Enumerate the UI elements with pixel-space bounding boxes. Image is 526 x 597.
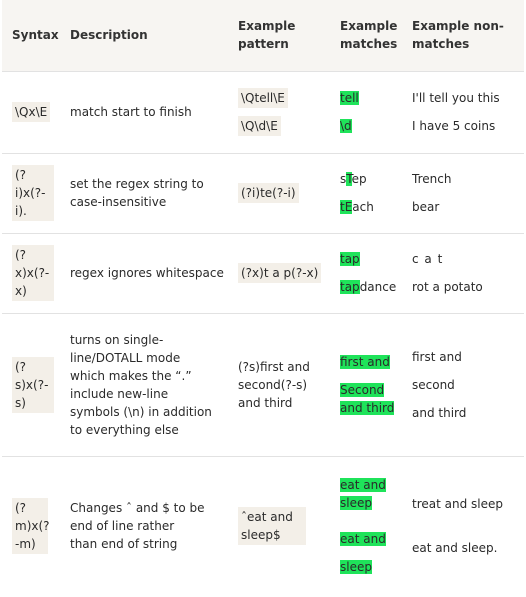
table-row: \Qx\E match start to finish \Qtell\E \Q\…: [2, 71, 524, 153]
header-description: Description: [70, 28, 148, 43]
table-row: (?s)x(?-s) turns on single-line/DOTALL m…: [2, 313, 524, 456]
description-cell: turns on single-line/DOTALL mode which m…: [70, 332, 212, 437]
pattern-cell: (?s)first and second(?-s) and third: [238, 359, 310, 410]
non-matches-cell: treat and sleep eat and sleep.: [412, 497, 503, 556]
matches-cell: tell \d: [340, 91, 359, 133]
syntax-cell: \Qx\E: [2, 71, 62, 153]
pattern-cell: (?i)te(?-i): [230, 153, 332, 233]
pattern-cell: \Qtell\E \Q\d\E: [230, 71, 332, 153]
header-example-pattern: Example pattern: [238, 19, 296, 52]
syntax-cell: (?s)x(?-s): [2, 313, 62, 456]
pattern-cell: ˆeat and sleep$: [230, 456, 332, 596]
table-header-row: Syntax Description Example pattern Examp…: [2, 0, 524, 71]
table-row: (?i)x(?-i). set the regex string to case…: [2, 153, 524, 233]
description-cell: set the regex string to case-insensitive: [70, 177, 204, 209]
syntax-cell: (?x)x(?-x): [2, 233, 62, 313]
table-row: (?x)x(?-x) regex ignores whitespace (?x)…: [2, 233, 524, 313]
header-example-non-matches: Example non-matches: [412, 19, 504, 52]
matches-cell: sTep tEach: [340, 172, 374, 214]
matches-cell: eat and sleep eat and sleep: [340, 478, 386, 575]
matches-cell: tap tapdance: [340, 252, 397, 294]
description-cell: match start to finish: [70, 105, 192, 119]
syntax-cell: (?i)x(?-i).: [2, 153, 62, 233]
non-matches-cell: I'll tell you this I have 5 coins: [412, 91, 500, 133]
matches-cell: first and Second and third: [340, 354, 395, 415]
description-cell: Changes ˆ and $ to be end of line rather…: [70, 501, 205, 552]
header-example-matches: Example matches: [340, 19, 398, 52]
non-matches-cell: Trench bear: [412, 172, 452, 214]
non-matches-cell: first and second and third: [412, 349, 467, 420]
table-row: (?m)x(?-m) Changes ˆ and $ to be end of …: [2, 456, 524, 596]
pattern-cell: (?x)t a p(?-x): [230, 233, 332, 313]
syntax-cell: (?m)x(?-m): [2, 456, 62, 596]
header-syntax: Syntax: [12, 28, 59, 43]
non-matches-cell: c a t rot a potato: [412, 252, 483, 294]
description-cell: regex ignores whitespace: [70, 266, 224, 280]
